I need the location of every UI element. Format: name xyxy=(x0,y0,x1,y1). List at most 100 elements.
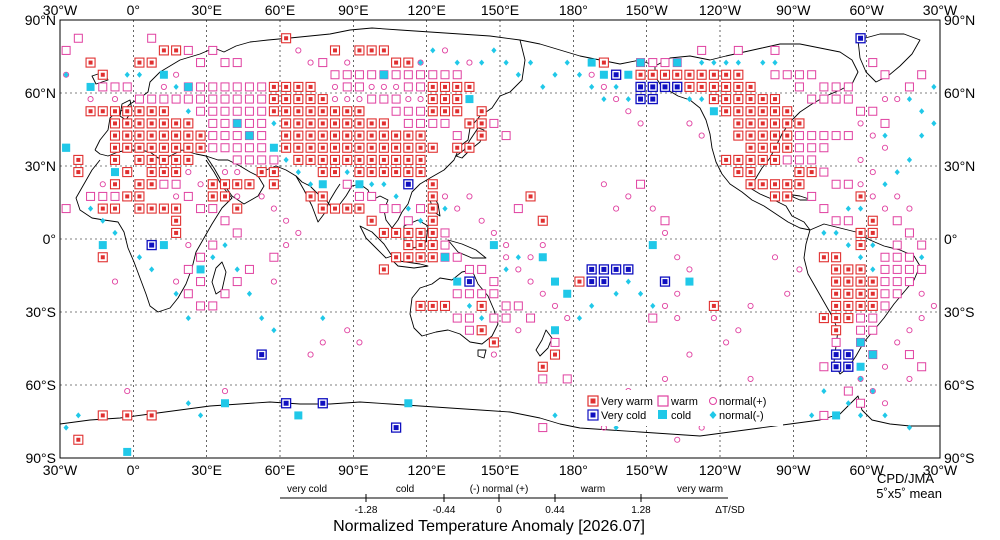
marker-very-warm-inner xyxy=(125,170,130,175)
marker-very-warm-inner xyxy=(455,109,460,114)
marker-very-warm xyxy=(427,203,438,214)
marker-warm xyxy=(868,106,878,116)
marker-warm xyxy=(770,70,780,80)
marker-cold xyxy=(379,70,388,79)
marker-very-warm xyxy=(391,167,402,178)
marker-cold xyxy=(624,70,633,79)
marker-very-warm-inner xyxy=(161,157,166,162)
marker-very-cold xyxy=(843,349,854,360)
marker-very-warm-inner xyxy=(296,84,301,89)
marker-normal-minus xyxy=(845,242,851,249)
marker-normal-plus xyxy=(613,205,620,212)
marker-normal-plus xyxy=(466,193,473,200)
marker-very-warm-inner xyxy=(381,230,386,235)
marker-warm xyxy=(416,204,426,214)
marker-very-warm xyxy=(427,215,438,226)
marker-very-warm-inner xyxy=(846,267,851,272)
marker-very-warm xyxy=(439,106,451,117)
marker-very-warm xyxy=(281,106,292,117)
marker-very-warm xyxy=(146,154,157,165)
marker-very-warm xyxy=(782,142,793,153)
marker-warm xyxy=(807,191,817,201)
marker-very-warm-inner xyxy=(699,84,704,89)
marker-very-warm-inner xyxy=(748,170,753,175)
marker-very-warm-inner xyxy=(479,109,484,114)
marker-very-warm-inner xyxy=(357,170,362,175)
scale-category-very-cold: very cold xyxy=(287,484,327,495)
marker-very-warm-inner xyxy=(443,84,447,89)
marker-very-warm-inner xyxy=(711,72,716,77)
x-tick-label-bottom: 30°W xyxy=(923,462,958,478)
marker-warm xyxy=(794,131,804,141)
marker-warm xyxy=(513,301,523,311)
marker-very-warm xyxy=(403,57,414,68)
marker-very-warm xyxy=(109,142,121,153)
marker-normal-minus xyxy=(699,96,705,103)
marker-very-warm xyxy=(134,191,145,202)
marker-very-warm xyxy=(317,142,328,153)
marker-warm xyxy=(220,143,230,153)
marker-warm xyxy=(501,131,511,141)
marker-warm xyxy=(403,118,413,128)
marker-very-warm xyxy=(183,130,194,141)
marker-warm xyxy=(807,155,817,165)
marker-very-warm xyxy=(146,179,157,190)
marker-very-warm xyxy=(134,179,145,190)
marker-cold xyxy=(465,95,474,104)
marker-warm xyxy=(159,179,169,189)
marker-very-warm xyxy=(855,264,866,275)
marker-very-warm-inner xyxy=(834,279,839,284)
coast-sumatra xyxy=(359,225,393,259)
marker-very-warm-inner xyxy=(137,206,142,211)
marker-warm xyxy=(134,94,144,104)
marker-warm xyxy=(367,70,377,80)
marker-warm xyxy=(819,143,829,153)
marker-very-warm xyxy=(281,118,292,129)
marker-normal-minus xyxy=(417,59,424,66)
marker-very-cold xyxy=(672,81,683,93)
marker-normal-plus xyxy=(894,96,901,103)
legend-label-very-cold: Very cold xyxy=(601,410,646,422)
marker-very-warm xyxy=(305,130,316,141)
marker-very-warm-inner xyxy=(736,109,741,114)
marker-very-warm xyxy=(109,203,121,214)
marker-very-warm xyxy=(268,167,279,178)
marker-warm xyxy=(904,350,914,360)
marker-very-warm xyxy=(794,179,805,190)
marker-very-warm-inner xyxy=(357,157,362,162)
marker-warm xyxy=(269,155,279,165)
marker-very-warm-inner xyxy=(357,145,362,150)
marker-warm xyxy=(538,374,548,384)
marker-very-warm-inner xyxy=(149,182,154,187)
marker-very-warm xyxy=(464,142,475,153)
marker-very-warm xyxy=(855,300,866,311)
marker-very-warm-inner xyxy=(308,84,313,89)
marker-very-warm-inner xyxy=(736,84,741,89)
marker-warm xyxy=(354,191,364,201)
marker-cold xyxy=(453,277,462,286)
marker-warm xyxy=(880,301,890,311)
marker-very-warm-inner xyxy=(137,60,142,65)
marker-normal-minus xyxy=(491,47,497,54)
marker-warm xyxy=(452,131,462,141)
x-tick-label-bottom: 90°E xyxy=(338,462,369,478)
marker-normal-minus xyxy=(711,59,717,66)
marker-warm xyxy=(318,58,328,68)
marker-very-warm-inner xyxy=(406,157,411,162)
marker-very-warm-inner xyxy=(406,170,411,175)
marker-normal-minus xyxy=(149,266,155,273)
marker-normal-plus xyxy=(441,193,449,200)
marker-cold xyxy=(832,411,841,420)
x-ticks-top: 30°W 0° 30°E 60°E 90°E 120°E 150°E 180° 150°W 120… xyxy=(43,2,958,18)
marker-normal-minus xyxy=(210,254,216,261)
marker-very-warm-inner xyxy=(870,230,875,235)
marker-very-warm xyxy=(85,106,96,117)
marker-very-warm xyxy=(721,94,732,105)
marker-normal-plus xyxy=(784,290,791,297)
marker-normal-plus xyxy=(344,59,351,66)
marker-warm xyxy=(147,94,157,104)
marker-very-warm-inner xyxy=(834,291,839,296)
marker-very-warm-inner xyxy=(736,133,741,138)
marker-very-warm xyxy=(769,118,781,129)
marker-very-warm xyxy=(733,81,744,92)
